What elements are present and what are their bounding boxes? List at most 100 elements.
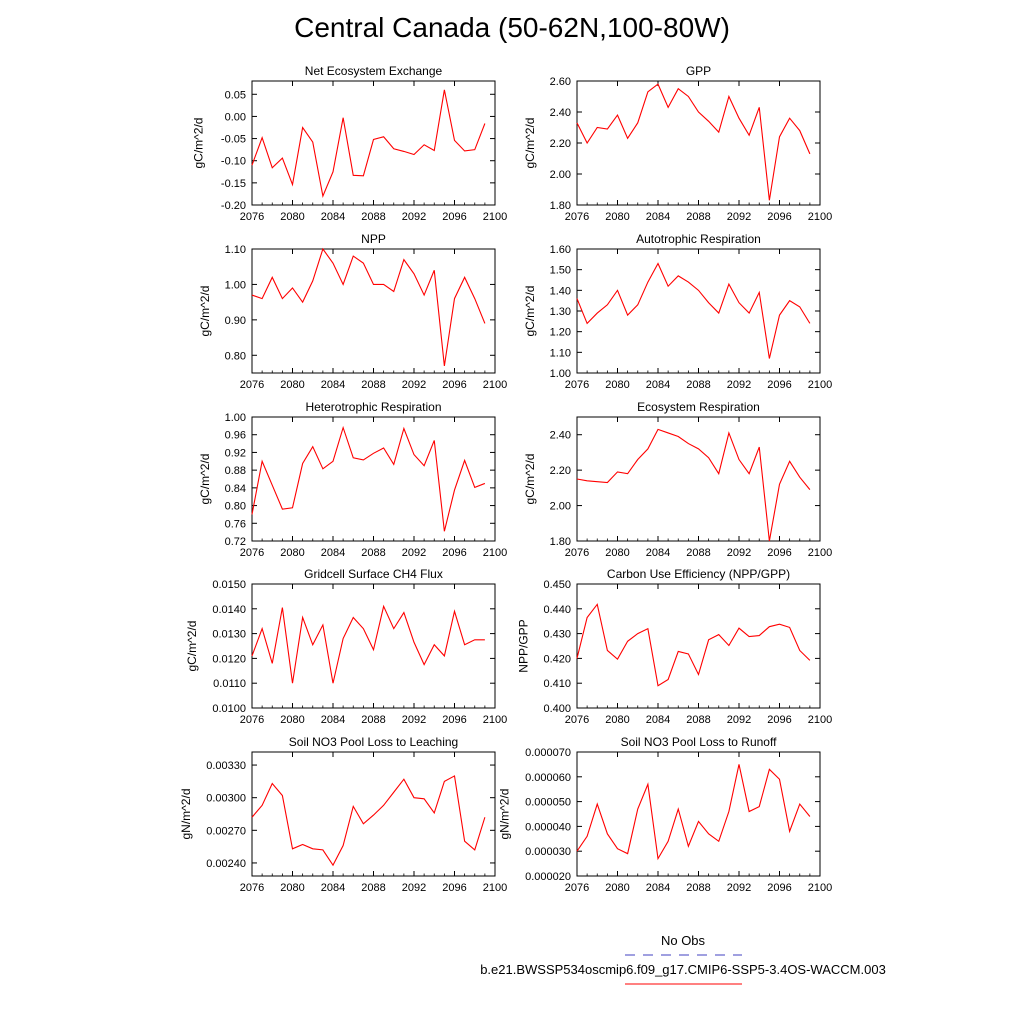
x-tick-label: 2100 (483, 882, 507, 894)
y-tick-label: 0.0110 (213, 678, 246, 690)
y-tick-label: 0.000070 (525, 747, 571, 759)
panel-title: Soil NO3 Pool Loss to Runoff (621, 735, 778, 749)
y-tick-label: 0.000030 (525, 846, 571, 858)
x-tick-label: 2076 (565, 547, 589, 559)
x-tick-label: 2100 (808, 211, 832, 223)
x-tick-label: 2076 (240, 714, 264, 726)
x-tick-label: 2100 (808, 882, 832, 894)
x-tick-label: 2088 (361, 714, 385, 726)
y-tick-label: 0.420 (543, 653, 571, 665)
x-tick-label: 2088 (686, 379, 710, 391)
y-axis-label: NPP/GPP (517, 619, 531, 672)
y-tick-label: 0.0150 (212, 579, 246, 591)
x-tick-label: 2080 (280, 714, 304, 726)
chart-panel-2: GPP 2076 2080 2084 2088 2092 2096 2100 1.80 2.00 2… (523, 64, 832, 223)
x-tick-label: 2076 (565, 379, 589, 391)
x-tick-label: 2092 (402, 211, 426, 223)
y-tick-label: 1.00 (225, 279, 246, 291)
y-axis-label: gC/m^2/d (523, 454, 537, 505)
y-tick-label: 0.410 (543, 678, 571, 690)
panel-title: Net Ecosystem Exchange (305, 64, 443, 78)
chart-panel-8: Carbon Use Efficiency (NPP/GPP) 2076 2080 2… (517, 567, 833, 726)
y-tick-label: 0.80 (225, 501, 246, 513)
y-axis-label: gC/m^2/d (192, 118, 206, 169)
x-tick-label: 2092 (727, 379, 751, 391)
x-tick-label: 2096 (442, 379, 466, 391)
x-tick-label: 2100 (808, 379, 832, 391)
plot-frame (251, 80, 496, 206)
series-line (576, 428, 811, 542)
x-tick-label: 2076 (240, 882, 264, 894)
y-tick-label: 2.20 (550, 465, 571, 477)
legend-label-no-obs: No Obs (660, 933, 706, 948)
x-tick-label: 2080 (605, 379, 629, 391)
x-tick-label: 2084 (646, 547, 670, 559)
plot-frame (251, 751, 496, 877)
chart-panel-10: Soil NO3 Pool Loss to Runoff 2076 2080 2084… (498, 735, 833, 894)
y-tick-label: 0.76 (225, 518, 246, 530)
y-tick-label: 0.00330 (206, 760, 246, 772)
y-tick-label: 2.20 (550, 138, 571, 150)
x-tick-label: 2076 (565, 211, 589, 223)
y-tick-label: 1.60 (550, 244, 571, 256)
chart-panel-3: NPP 2076 2080 2084 2088 2092 2096 2100 0.80 0.90 1… (198, 232, 507, 391)
y-tick-label: 0.05 (225, 89, 246, 101)
x-tick-label: 2096 (767, 547, 791, 559)
y-tick-label: 2.00 (550, 501, 571, 513)
y-tick-label: 0.450 (543, 579, 571, 591)
x-tick-label: 2092 (727, 547, 751, 559)
plot-frame (576, 751, 821, 877)
y-tick-label: 1.00 (225, 412, 246, 424)
chart-panel-4: Autotrophic Respiration 2076 2080 2084 2088 2… (523, 232, 832, 391)
panel-title: Autotrophic Respiration (636, 232, 761, 246)
x-tick-label: 2092 (402, 379, 426, 391)
x-tick-label: 2084 (646, 211, 670, 223)
x-tick-label: 2080 (280, 547, 304, 559)
x-tick-label: 2088 (686, 211, 710, 223)
series-line (251, 247, 486, 366)
y-tick-label: 0.00240 (206, 858, 246, 870)
y-tick-label: 0.80 (225, 350, 246, 362)
series-line (251, 604, 485, 684)
x-tick-label: 2092 (402, 547, 426, 559)
x-tick-label: 2096 (767, 882, 791, 894)
y-tick-label: 1.80 (550, 536, 571, 548)
x-tick-label: 2080 (605, 211, 629, 223)
x-tick-label: 2084 (321, 547, 345, 559)
y-tick-label: 0.000020 (525, 871, 571, 883)
series-line (251, 425, 486, 532)
panel-title: NPP (361, 232, 386, 246)
y-tick-label: 0.84 (225, 483, 246, 495)
x-tick-label: 2092 (402, 882, 426, 894)
y-tick-label: 1.30 (550, 306, 571, 318)
y-tick-label: 0.90 (225, 315, 246, 327)
x-tick-label: 2084 (646, 882, 670, 894)
y-axis-label: gC/m^2/d (198, 454, 212, 505)
x-tick-label: 2088 (686, 714, 710, 726)
x-tick-label: 2076 (565, 882, 589, 894)
y-tick-label: 0.0100 (212, 703, 246, 715)
plot-frame (576, 583, 821, 709)
x-tick-label: 2080 (605, 714, 629, 726)
x-tick-label: 2076 (565, 714, 589, 726)
x-tick-label: 2076 (240, 547, 264, 559)
y-axis-label: gC/m^2/d (185, 621, 199, 672)
x-tick-label: 2100 (808, 547, 832, 559)
x-tick-label: 2088 (686, 547, 710, 559)
panel-title: Heterotrophic Respiration (305, 400, 441, 414)
x-tick-label: 2084 (321, 714, 345, 726)
x-tick-label: 2084 (321, 379, 345, 391)
y-tick-label: 0.00270 (206, 825, 246, 837)
x-tick-label: 2080 (280, 882, 304, 894)
series-line (576, 262, 811, 359)
y-tick-label: -0.05 (221, 134, 246, 146)
y-tick-label: 1.80 (550, 200, 571, 212)
y-tick-label: 0.88 (225, 465, 246, 477)
x-tick-label: 2096 (442, 211, 466, 223)
x-tick-label: 2100 (483, 211, 507, 223)
page-title: Central Canada (50-62N,100-80W) (294, 12, 730, 43)
series-line (576, 83, 811, 201)
plot-frame (251, 248, 496, 374)
y-tick-label: 0.0130 (212, 629, 246, 641)
